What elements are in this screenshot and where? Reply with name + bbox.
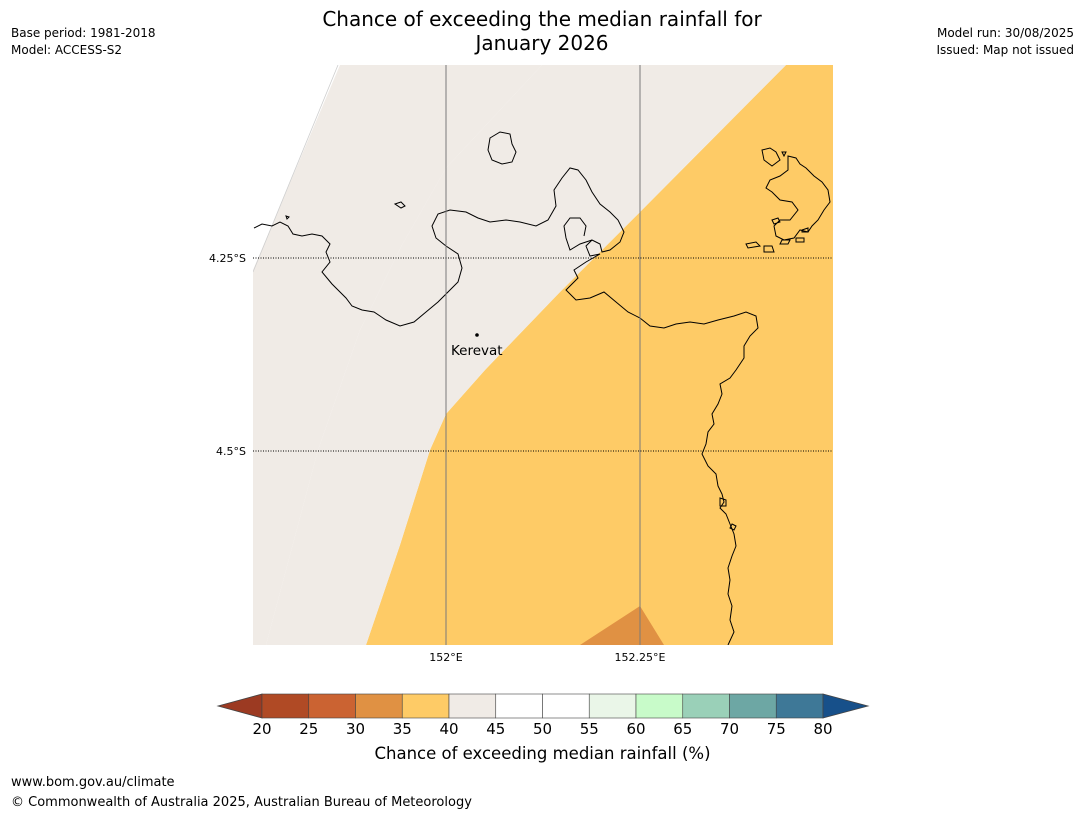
map-title: Chance of exceeding the median rainfall … (242, 7, 842, 55)
colorbar-tick-label-80: 80 (813, 720, 832, 738)
colorbar-tick-label-40: 40 (439, 720, 458, 738)
model-name-text: Model: ACCESS-S2 (11, 43, 123, 57)
colorbar-tick-label-65: 65 (673, 720, 692, 738)
colorbar-segment-75-80 (775, 693, 824, 719)
colorbar-segments (261, 693, 824, 719)
domain-edge-line (253, 65, 339, 273)
colorbar-tick-label-70: 70 (720, 720, 739, 738)
coastlines (253, 131, 831, 645)
colorbar-segment-20-25 (261, 693, 310, 719)
colorbar-segment-30-35 (355, 693, 403, 719)
colorbar-tick-label-50: 50 (533, 720, 552, 738)
coastline-main-island (253, 167, 759, 645)
footer-copyright: © Commonwealth of Australia 2025, Austra… (11, 795, 472, 810)
colorbar-tick-label-75: 75 (767, 720, 786, 738)
latitude-label-4-25: 4.25°S (209, 252, 246, 265)
region-40-45-percent (253, 65, 542, 645)
header-meta-right: Model run: 30/08/2025 Issued: Map not is… (936, 25, 1074, 59)
colorbar-tick-label-35: 35 (393, 720, 412, 738)
coastline-duke-of-york-islands (745, 147, 831, 253)
header-meta-left: Base period: 1981-2018 Model: ACCESS-S2 (11, 25, 156, 59)
colorbar-tick-label-55: 55 (580, 720, 599, 738)
longitude-label-152: 152°E (429, 651, 462, 664)
colorbar-tick-label-25: 25 (299, 720, 318, 738)
region-30-35-percent (580, 606, 664, 645)
map-title-line-2: January 2026 (475, 31, 609, 55)
colorbar-tick-label-20: 20 (252, 720, 271, 738)
colorbar-under-arrow (216, 693, 263, 719)
colorbar-segment-70-75 (729, 693, 777, 719)
kerevat-label: Kerevat (451, 343, 503, 359)
footer-url: www.bom.gov.au/climate (11, 775, 175, 790)
map-title-line-1: Chance of exceeding the median rainfall … (322, 7, 762, 31)
coastline-north-islet (487, 131, 517, 165)
colorbar-tick-label-45: 45 (486, 720, 505, 738)
colorbar-ticks: 20 25 30 35 40 45 50 55 60 65 70 75 80 (252, 720, 832, 738)
issued-status-text: Issued: Map not issued (936, 43, 1074, 57)
colorbar-tick-label-60: 60 (626, 720, 645, 738)
longitude-label-152-25: 152.25°E (615, 651, 666, 664)
colorbar-label: Chance of exceeding median rainfall (%) (374, 744, 711, 763)
model-run-text: Model run: 30/08/2025 (936, 26, 1074, 40)
colorbar-segment-50-55 (542, 693, 590, 719)
colorbar-segment-55-60 (588, 693, 637, 719)
coastline-bay-inlet (563, 217, 593, 251)
region-35-40-percent-east (366, 65, 833, 645)
latitude-label-4-5: 4.5°S (216, 445, 246, 458)
coastline-inland-lake (719, 497, 737, 531)
coastline-tiny-islet (285, 215, 290, 220)
colorbar-segment-60-65 (635, 693, 684, 719)
base-period-text: Base period: 1981-2018 (11, 26, 156, 40)
colorbar-segment-45-50 (495, 693, 543, 719)
colorbar-segment-35-40 (401, 693, 450, 719)
colorbar-over-arrow (822, 693, 870, 719)
region-40-45-percent-band (266, 65, 786, 645)
kerevat-marker (475, 333, 479, 337)
colorbar: 20 25 30 35 40 45 50 55 60 65 70 75 80 (216, 693, 870, 738)
colorbar-segment-65-70 (682, 693, 730, 719)
map-area: Kerevat (253, 65, 833, 645)
colorbar-segment-25-30 (308, 693, 356, 719)
colorbar-segment-40-45 (448, 693, 497, 719)
coastline-small-islet (393, 201, 406, 209)
colorbar-tick-label-30: 30 (346, 720, 365, 738)
